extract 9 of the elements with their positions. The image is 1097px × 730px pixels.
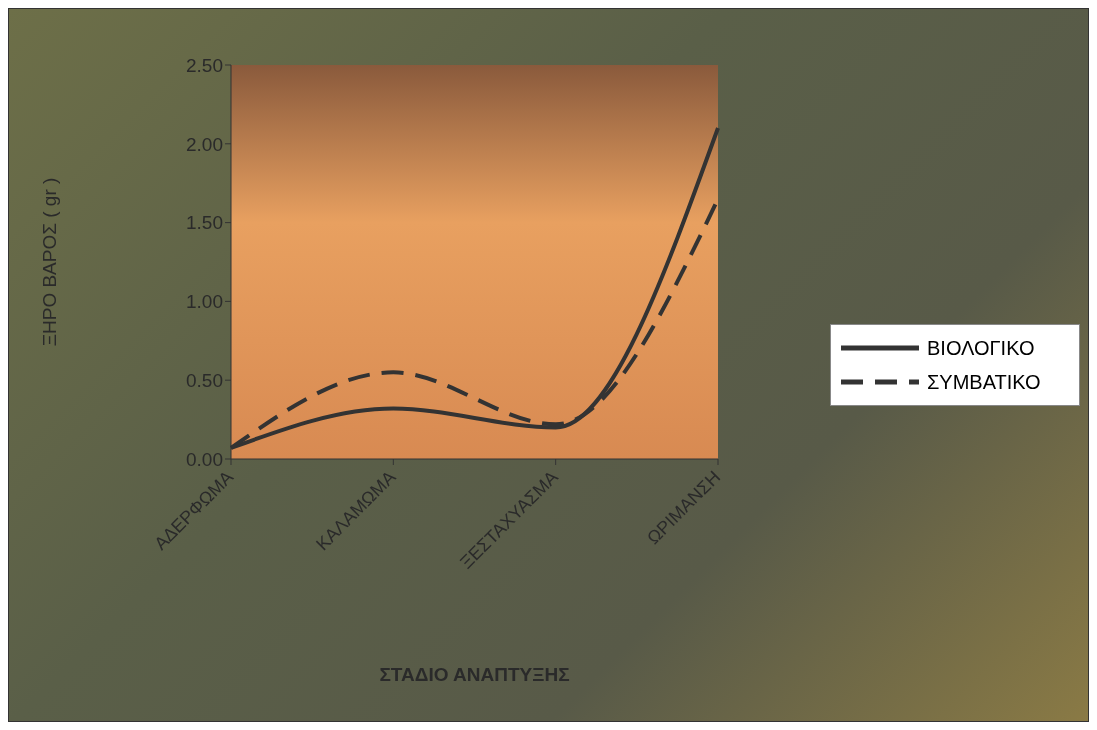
y-tick-label: 0.50 (186, 369, 223, 391)
y-tick-label: 2.50 (186, 54, 223, 76)
y-tick-label: 1.50 (186, 212, 223, 234)
y-tick-label: 2.00 (186, 133, 223, 155)
y-axis-title: ΞΗΡΟ ΒΑΡΟΣ ( gr ) (38, 177, 60, 347)
legend-label: ΣΥΜΒΑΤΙΚΟ (927, 370, 1041, 394)
y-tick-label: 0.00 (186, 448, 223, 470)
legend-label: ΒΙΟΛΟΓΙΚΟ (927, 336, 1035, 360)
y-tick-label: 1.00 (186, 291, 223, 313)
